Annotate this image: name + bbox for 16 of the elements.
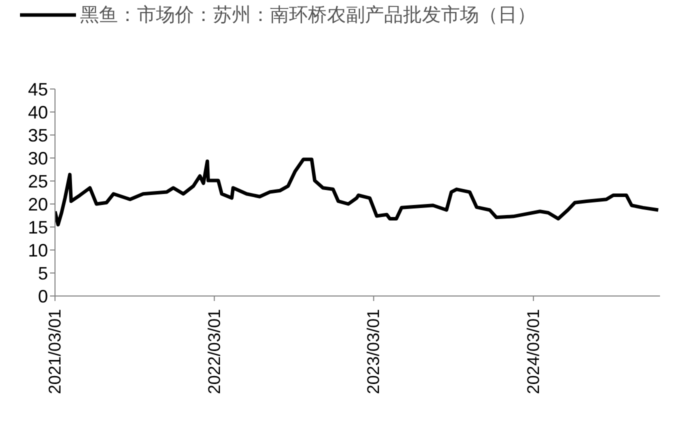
y-tick-label: 15: [28, 217, 48, 238]
x-tick-label: 2022/03/01: [204, 309, 224, 394]
line-series: [55, 158, 660, 226]
y-tick-label: 25: [28, 171, 48, 192]
y-tick-label: 45: [28, 79, 48, 100]
x-tick-label: 2024/03/01: [524, 309, 543, 394]
y-tick-label: 10: [28, 240, 48, 260]
y-tick-label: 35: [28, 125, 48, 146]
x-tick-label: 2023/03/01: [364, 309, 384, 394]
y-tick-label: 30: [28, 148, 48, 168]
legend-label: 黑鱼：市场价：苏州：南环桥农副产品批发市场（日）: [80, 4, 536, 28]
y-tick-label: 20: [28, 194, 48, 214]
y-tick-label: 0: [38, 286, 48, 306]
y-tick-label: 5: [38, 263, 48, 284]
y-tick-label: 40: [28, 102, 48, 122]
x-tick-label: 2021/03/01: [46, 309, 64, 394]
